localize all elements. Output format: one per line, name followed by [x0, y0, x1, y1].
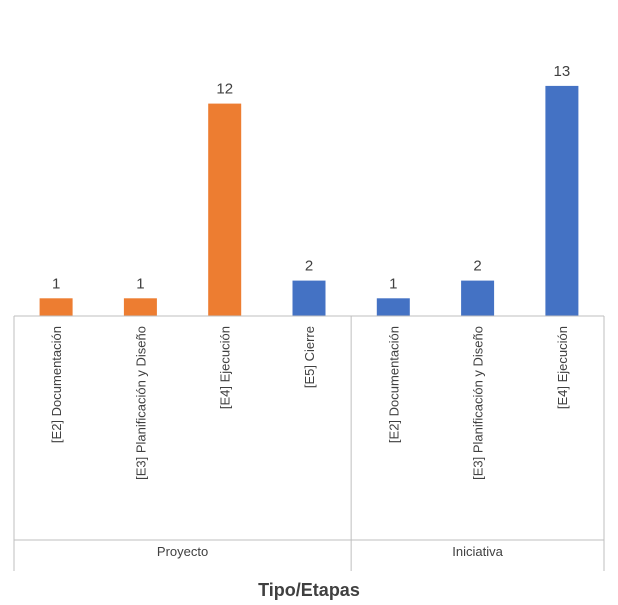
data-label: 1 — [136, 275, 144, 292]
bar-proyecto-1 — [39, 298, 73, 316]
data-label: 12 — [216, 81, 233, 98]
category-tick-label: [E4] Ejecución — [555, 326, 570, 409]
category-tick-label: [E4] Ejecución — [218, 326, 233, 409]
data-label: 13 — [554, 63, 571, 80]
group-label: Iniciativa — [452, 544, 503, 559]
data-label: 2 — [305, 258, 313, 275]
category-tick-label: [E2] Documentación — [49, 326, 64, 443]
group-label: Proyecto — [157, 544, 208, 559]
bar-proyecto-3 — [208, 103, 242, 316]
data-label: 2 — [473, 258, 481, 275]
bar-iniciativa-1 — [376, 298, 410, 316]
category-tick-label: [E3] Planificación y Diseño — [133, 326, 148, 480]
bar-proyecto-2 — [123, 298, 157, 316]
data-label: 1 — [389, 275, 397, 292]
bar-iniciativa-3 — [545, 85, 579, 317]
data-label: 1 — [52, 275, 60, 292]
category-tick-label: [E3] Planificación y Diseño — [471, 326, 486, 480]
category-tick-label: [E2] Documentación — [386, 326, 401, 443]
bar-proyecto-4 — [292, 280, 326, 316]
category-axis: [E2] Documentación [E3] Planificación y D… — [13, 315, 605, 571]
category-tick-label: [E5] Cierre — [302, 326, 317, 388]
bar-iniciativa-2 — [461, 280, 495, 316]
x-axis-title: Tipo/Etapas — [258, 580, 360, 600]
